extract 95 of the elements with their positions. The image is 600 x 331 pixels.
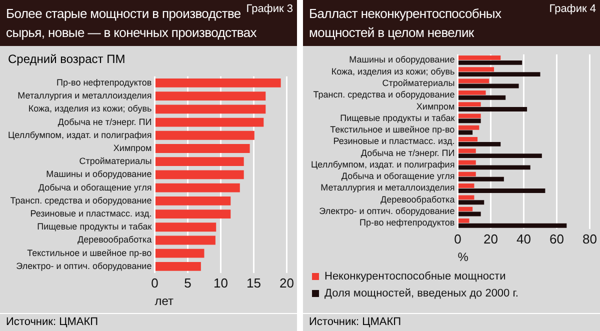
bar xyxy=(458,67,494,72)
bar xyxy=(458,148,476,154)
bar xyxy=(458,195,474,200)
y-tick-label: Химпром xyxy=(113,142,152,153)
y-tick-label: Добыча и обогащение угля xyxy=(341,171,455,182)
bar xyxy=(458,125,480,130)
bar xyxy=(458,223,567,228)
y-tick-label: Резиновые и пластмасс. изд. xyxy=(30,208,152,219)
y-tick-label: Текстильное и швейное пр-во xyxy=(27,248,152,258)
y-tick-label: Целлбумпом, издат. и полиграфия xyxy=(310,159,455,170)
bar xyxy=(155,104,266,114)
bar xyxy=(458,60,522,65)
bar xyxy=(458,200,484,205)
bar xyxy=(155,157,244,166)
y-tick-label: Металлургия и металлоизделия xyxy=(18,90,152,101)
y-tick-label: Кожа, изделия из кожи; обувь xyxy=(28,104,152,114)
bar xyxy=(458,90,486,95)
bar xyxy=(458,188,546,193)
bar xyxy=(458,84,519,88)
x-tick-label: 15 xyxy=(246,275,261,290)
bar xyxy=(155,118,264,127)
x-tick-label: 40 xyxy=(516,231,531,246)
y-tick-label: Электро- и оптич. оборудование xyxy=(16,260,152,271)
bar xyxy=(458,160,476,165)
y-tick-label: Добыча и обогащение угля xyxy=(38,182,152,192)
y-tick-label: Металлургия и металлоизделия xyxy=(320,182,455,193)
bar xyxy=(458,172,476,176)
bar xyxy=(155,130,254,140)
y-tick-label: Добыча не т/энерг. ПИ xyxy=(58,116,152,127)
y-tick-label: Пищевые продукты и табак xyxy=(340,112,455,123)
bar xyxy=(458,130,473,135)
bar xyxy=(458,114,481,118)
y-tick-label: Электро- и оптич. оборудование xyxy=(319,206,455,216)
x-tick-label: 20 xyxy=(483,231,498,246)
x-tick-label: 80 xyxy=(582,231,598,246)
bar xyxy=(155,170,244,180)
bar xyxy=(155,92,266,101)
y-tick-label: Деревообработка xyxy=(380,194,455,204)
bar xyxy=(155,262,201,271)
y-tick-label: Текстильное и швейное пр-во xyxy=(330,124,455,135)
legend-label: Неконкурентоспособные мощности xyxy=(324,270,506,283)
text: Источник: ЦМАКП xyxy=(0,313,297,331)
bar xyxy=(155,78,281,88)
y-tick-label: Пр-во нефтепродуктов xyxy=(56,77,152,88)
bar xyxy=(458,72,540,77)
bar xyxy=(458,56,501,60)
y-tick-label: Деревообработка xyxy=(78,234,152,245)
y-tick-label: Машины и оборудование xyxy=(46,169,152,180)
bar xyxy=(155,144,250,153)
text: График 4 xyxy=(549,3,596,15)
bar xyxy=(458,218,470,223)
y-tick-label: Резиновые и пластмасс. изд. xyxy=(333,136,455,146)
bar xyxy=(458,137,478,142)
y-tick-label: Машины и оборудование xyxy=(349,54,455,65)
bar xyxy=(458,212,481,216)
legend-label: Доля мощностей, введеных до 2000 г. xyxy=(324,288,518,300)
y-tick-label: Пр-во нефтепродуктов xyxy=(360,218,455,228)
bar xyxy=(155,222,216,232)
bar xyxy=(155,183,240,192)
y-tick-label: Целлбумпом, издат. и полиграфия xyxy=(8,130,152,140)
bar xyxy=(458,102,481,107)
y-tick-label: Добыча не т/энерг. ПИ xyxy=(360,148,455,158)
x-tick-label: 10 xyxy=(214,275,228,290)
bar xyxy=(458,184,474,188)
bar xyxy=(458,78,490,84)
chart-title: Балласт неконкурентоспособных мощностей в целом невелик xyxy=(309,6,502,40)
bar xyxy=(155,210,231,218)
x-tick-label: 5 xyxy=(184,275,192,290)
text: Источник: ЦМАКП xyxy=(303,313,600,331)
text: График 3 xyxy=(246,3,293,15)
y-tick-label: Трансп. средства и оборудование xyxy=(10,195,152,206)
bar xyxy=(458,206,473,212)
bar xyxy=(458,154,542,158)
bar xyxy=(155,248,204,258)
bar xyxy=(155,196,231,206)
x-tick-label: 0 xyxy=(151,275,158,290)
y-tick-label: Трансп. средства и оборудование xyxy=(313,90,455,100)
bar xyxy=(155,236,216,245)
x-axis-title: лет xyxy=(154,294,174,308)
bar xyxy=(458,176,504,182)
x-tick-label: 20 xyxy=(280,275,294,290)
y-tick-label: Стройматериалы xyxy=(382,78,455,88)
y-tick-label: Химпром xyxy=(416,101,455,112)
x-tick-label: 60 xyxy=(550,231,564,246)
chart-subtitle: Средний возраст ПМ xyxy=(7,51,126,68)
y-tick-label: Стройматериалы xyxy=(79,156,152,166)
bar xyxy=(458,107,528,112)
y-tick-label: Пищевые продукты и табак xyxy=(37,222,152,232)
x-axis-title: % xyxy=(458,250,469,264)
bar xyxy=(458,95,506,100)
bar xyxy=(458,165,530,170)
bar xyxy=(458,142,501,146)
x-tick-label: 0 xyxy=(454,231,462,246)
bar xyxy=(458,118,481,124)
y-tick-label: Кожа, изделия из кожи; обувь xyxy=(331,66,456,76)
